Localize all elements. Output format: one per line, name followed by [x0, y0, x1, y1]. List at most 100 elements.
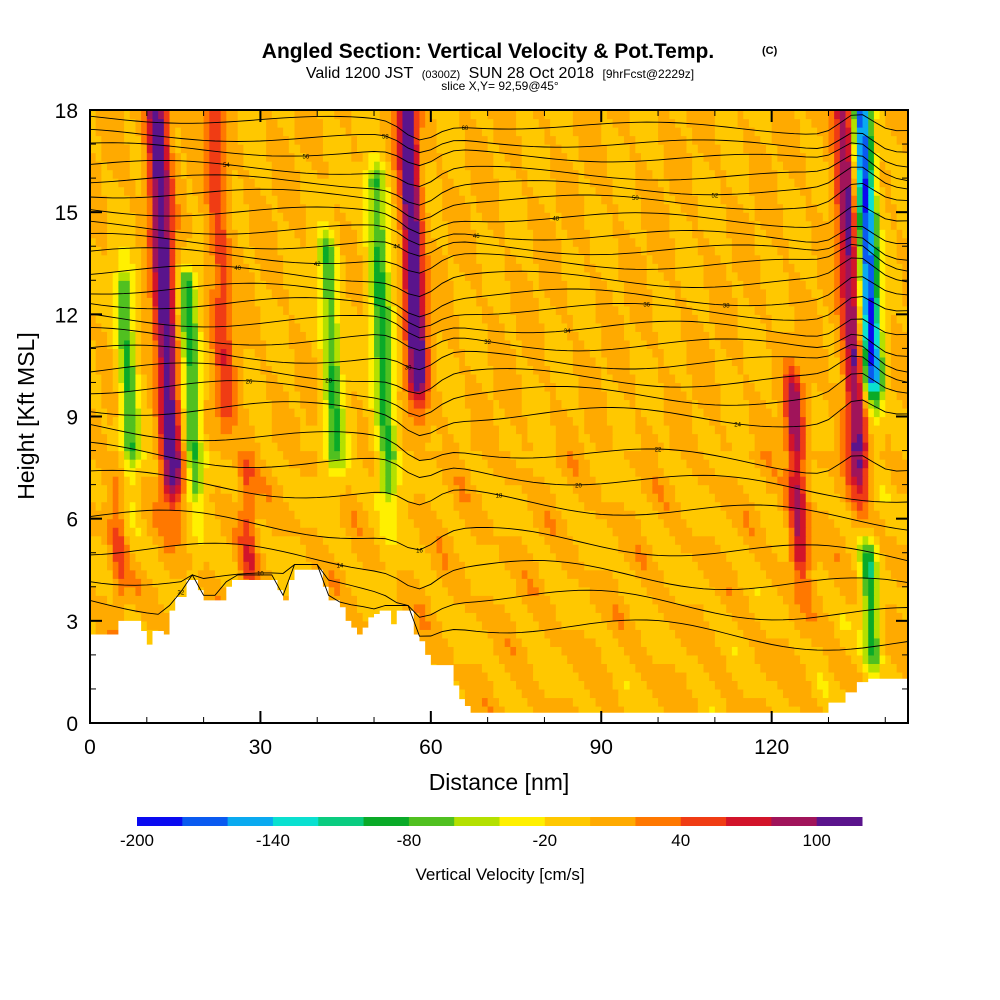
- velocity-cell: [95, 110, 125, 120]
- velocity-cell: [232, 237, 239, 247]
- velocity-cell: [584, 407, 608, 418]
- velocity-cell: [197, 348, 205, 358]
- velocity-cell: [572, 467, 580, 477]
- velocity-cell: [158, 254, 171, 264]
- velocity-cell: [811, 603, 824, 613]
- velocity-cell: [425, 322, 432, 332]
- velocity-cell: [504, 407, 523, 418]
- velocity-cell: [788, 535, 795, 545]
- velocity-cell: [862, 152, 869, 162]
- velocity-cell: [487, 510, 534, 520]
- velocity-cell: [794, 373, 801, 384]
- velocity-cell: [555, 442, 585, 452]
- velocity-cell: [714, 425, 727, 435]
- velocity-cell: [232, 544, 239, 554]
- velocity-cell: [788, 637, 813, 647]
- velocity-cell: [635, 135, 659, 145]
- velocity-cell: [425, 118, 438, 128]
- velocity-cell: [760, 467, 773, 477]
- velocity-cell: [249, 561, 256, 571]
- velocity-cell: [516, 348, 523, 358]
- velocity-cell: [470, 212, 483, 222]
- velocity-cell: [237, 450, 256, 460]
- velocity-cell: [851, 365, 858, 375]
- velocity-cell: [851, 356, 858, 367]
- velocity-cell: [203, 476, 239, 486]
- velocity-cell: [254, 271, 262, 281]
- velocity-cell: [271, 161, 296, 171]
- velocity-cell: [197, 203, 210, 213]
- velocity-cell: [220, 382, 233, 392]
- velocity-cell: [152, 407, 159, 418]
- velocity-cell: [368, 356, 375, 367]
- velocity-cell: [107, 544, 114, 554]
- velocity-cell: [317, 305, 324, 315]
- velocity-cell: [402, 399, 409, 409]
- chart-title: Angled Section: Vertical Velocity & Pot.…: [262, 40, 714, 63]
- velocity-cell: [737, 365, 744, 375]
- velocity-cell: [663, 195, 676, 205]
- velocity-cell: [601, 484, 642, 494]
- velocity-cell: [663, 356, 688, 367]
- velocity-cell: [374, 195, 381, 205]
- velocity-cell: [442, 161, 466, 171]
- velocity-cell: [652, 348, 665, 358]
- velocity-cell: [203, 595, 216, 605]
- velocity-cell: [663, 348, 688, 358]
- velocity-cell: [430, 331, 438, 341]
- velocity-cell: [146, 135, 154, 145]
- velocity-cell: [237, 459, 244, 469]
- velocity-cell: [124, 186, 137, 196]
- velocity-cell: [470, 203, 477, 213]
- velocity-cell: [374, 467, 381, 477]
- velocity-cell: [623, 620, 636, 630]
- velocity-cell: [374, 271, 386, 281]
- velocity-cell: [129, 518, 137, 528]
- velocity-cell: [294, 510, 341, 520]
- velocity-cell: [425, 186, 443, 196]
- isentrope-label: 20: [575, 483, 582, 489]
- velocity-cell: [141, 459, 159, 469]
- velocity-cell: [663, 578, 710, 588]
- velocity-cell: [396, 135, 404, 145]
- velocity-cell: [783, 442, 790, 452]
- velocity-cell: [896, 246, 908, 256]
- velocity-cell: [765, 339, 824, 349]
- velocity-cell: [334, 348, 341, 358]
- velocity-cell: [765, 288, 790, 298]
- velocity-cell: [396, 271, 404, 281]
- velocity-cell: [425, 169, 438, 179]
- velocity-cell: [180, 382, 188, 392]
- velocity-cell: [186, 373, 199, 384]
- velocity-cell: [152, 271, 159, 281]
- velocity-cell: [322, 356, 330, 367]
- velocity-cell: [163, 459, 171, 469]
- velocity-cell: [726, 705, 773, 716]
- velocity-cell: [322, 322, 330, 332]
- velocity-cell: [748, 212, 756, 222]
- velocity-cell: [317, 220, 330, 230]
- velocity-cell: [612, 527, 642, 537]
- velocity-cell: [834, 169, 841, 179]
- velocity-cell: [396, 416, 404, 426]
- velocity-cell: [777, 246, 790, 256]
- velocity-cell: [476, 612, 511, 622]
- velocity-cell: [618, 382, 636, 392]
- velocity-cell: [197, 322, 205, 332]
- velocity-cell: [402, 416, 415, 426]
- velocity-cell: [175, 433, 182, 443]
- velocity-cell: [555, 493, 580, 503]
- velocity-cell: [834, 518, 852, 528]
- velocity-cell: [879, 331, 886, 341]
- velocity-cell: [885, 459, 908, 469]
- velocity-cell: [572, 416, 585, 426]
- velocity-cell: [856, 161, 864, 171]
- velocity-cell: [186, 280, 193, 290]
- velocity-cell: [425, 586, 449, 596]
- velocity-cell: [658, 373, 676, 384]
- velocity-cell: [805, 407, 813, 418]
- velocity-cell: [902, 288, 908, 298]
- velocity-cell: [783, 425, 790, 435]
- velocity-cell: [794, 382, 801, 392]
